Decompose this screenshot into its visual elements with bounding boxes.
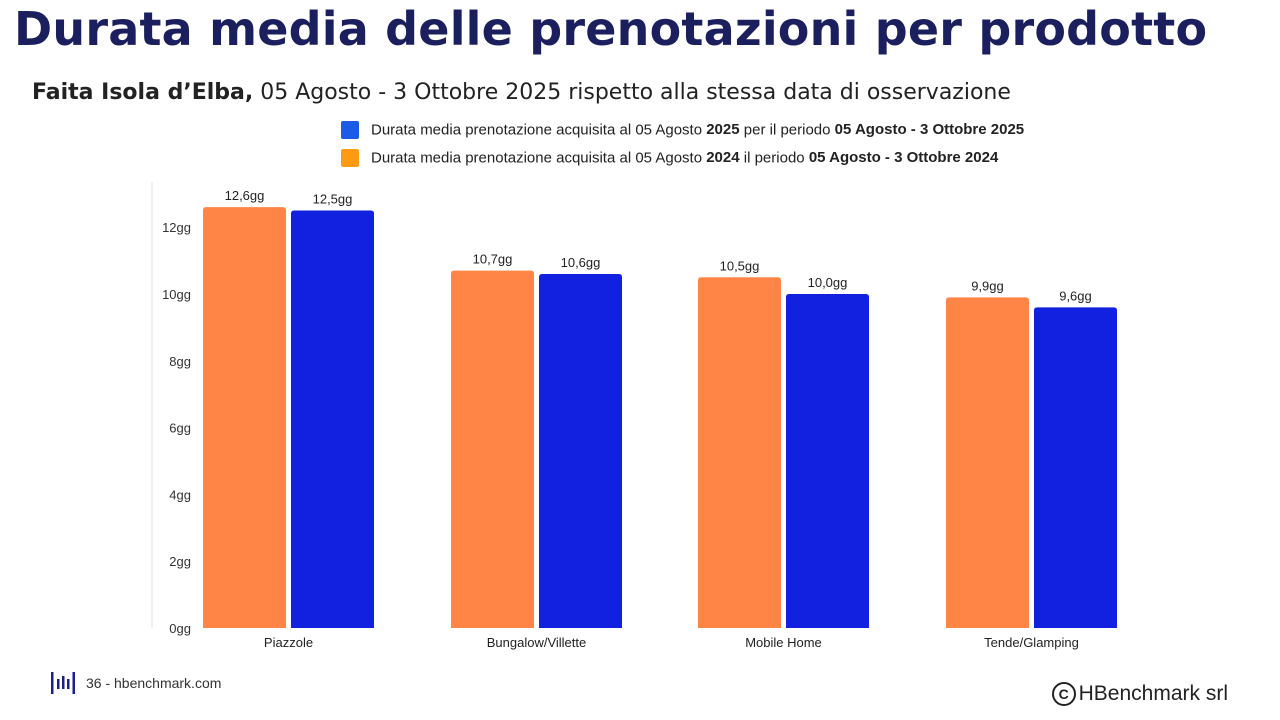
footer: 36 - hbenchmark.com <box>50 670 221 696</box>
bar-2024-3 <box>946 297 1029 628</box>
page-subtitle: Faita Isola d’Elba, 05 Agosto - 3 Ottobr… <box>32 80 1011 105</box>
bar-2025-0 <box>291 210 374 628</box>
y-tick-label: 2gg <box>169 554 191 569</box>
bar-2024-1 <box>451 270 534 628</box>
y-tick-label: 10gg <box>162 287 191 302</box>
subtitle-period: 05 Agosto - 3 Ottobre 2025 rispetto alla… <box>253 80 1011 105</box>
data-label-2025-1: 10,6gg <box>561 255 601 270</box>
data-label-2025-2: 10,0gg <box>808 275 848 290</box>
subtitle-location: Faita Isola d’Elba, <box>32 80 254 105</box>
copyright-icon: C <box>1051 682 1076 706</box>
x-tick-label: Bungalow/Villette <box>487 635 587 650</box>
bar-2024-0 <box>203 207 286 628</box>
y-tick-label: 8gg <box>169 354 191 369</box>
x-tick-label: Tende/Glamping <box>984 635 1079 650</box>
copyright-text: HBenchmark srl <box>1078 682 1228 705</box>
data-label-2024-0: 12,6gg <box>225 188 265 203</box>
data-label-2025-3: 9,6gg <box>1059 288 1092 303</box>
legend-swatch-2024 <box>341 149 359 168</box>
bar-2025-3 <box>1034 307 1117 628</box>
legend-text-2024: Durata media prenotazione acquisita al 0… <box>371 149 999 167</box>
bar-2025-2 <box>786 294 869 628</box>
page-title: Durata media delle prenotazioni per prod… <box>14 2 1208 56</box>
y-tick-label: 12gg <box>162 220 191 235</box>
bars: 12,6gg 12,5gg 10,7gg 10,6gg 10,5gg 10,0gg 9,9g… <box>203 188 1117 628</box>
copyright: C HBenchmark srl <box>1051 682 1228 706</box>
bar-2024-2 <box>698 277 781 628</box>
data-label-2024-2: 10,5gg <box>720 258 760 273</box>
y-tick-label: 4gg <box>169 487 191 502</box>
y-axis: 0gg 2gg 4gg 6gg 8gg 10gg 12gg <box>151 182 191 636</box>
y-tick-label: 6gg <box>169 421 191 436</box>
hbenchmark-logo-icon <box>51 672 75 694</box>
legend-text-2025: Durata media prenotazione acquisita al 0… <box>371 121 1025 139</box>
legend-entry-2024: Durata media prenotazione acquisita al 0… <box>341 149 998 169</box>
data-label-2024-3: 9,9gg <box>971 278 1004 293</box>
bar-2025-1 <box>539 273 622 628</box>
footer-page-text: 36 - hbenchmark.com <box>86 675 222 691</box>
legend-swatch-2025 <box>341 121 359 140</box>
y-tick-label: 0gg <box>169 621 191 636</box>
x-tick-label: Mobile Home <box>745 635 822 650</box>
data-label-2025-0: 12,5gg <box>313 192 353 207</box>
x-axis: Piazzole Bungalow/Villette Mobile Home Tend… <box>264 635 1079 650</box>
data-label-2024-1: 10,7gg <box>473 252 513 267</box>
legend-entry-2025: Durata media prenotazione acquisita al 0… <box>341 121 1024 141</box>
x-tick-label: Piazzole <box>264 635 313 650</box>
